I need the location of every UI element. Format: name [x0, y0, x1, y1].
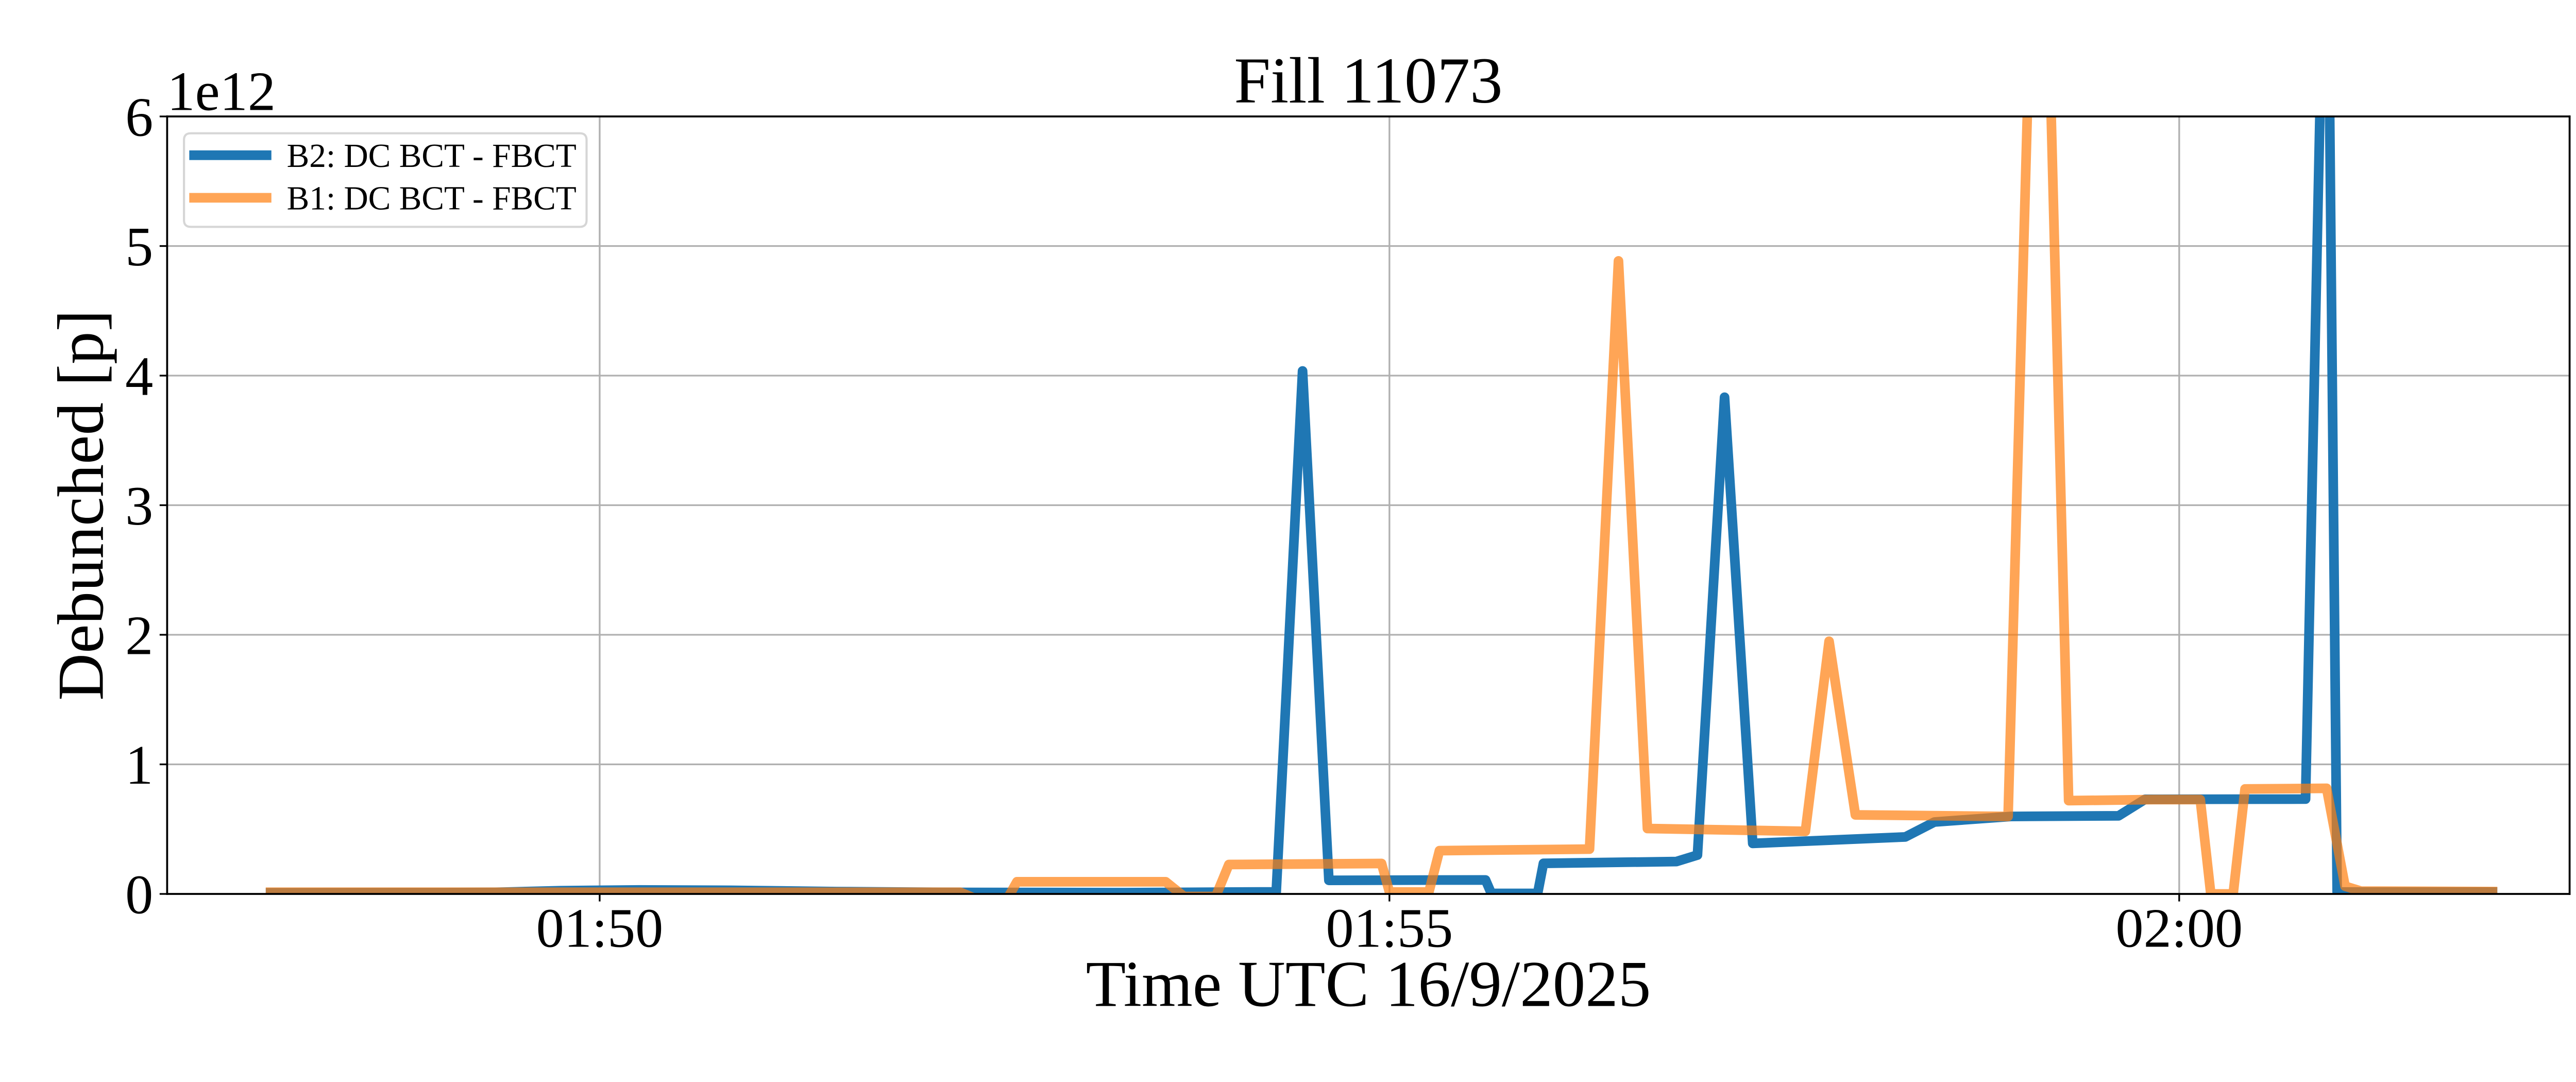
svg-text:Time UTC 16/9/2025: Time UTC 16/9/2025 — [1086, 949, 1651, 1021]
svg-text:6: 6 — [125, 87, 153, 148]
svg-text:4: 4 — [125, 346, 153, 408]
svg-text:0: 0 — [125, 864, 153, 926]
svg-text:Fill 11073: Fill 11073 — [1234, 45, 1502, 117]
svg-text:B1: DC BCT - FBCT: B1: DC BCT - FBCT — [287, 180, 577, 217]
svg-text:02:00: 02:00 — [2115, 897, 2243, 959]
svg-text:5: 5 — [125, 216, 153, 278]
svg-text:01:55: 01:55 — [1326, 897, 1453, 959]
svg-text:01:50: 01:50 — [536, 897, 664, 959]
svg-text:1e12: 1e12 — [167, 61, 276, 123]
svg-text:1: 1 — [125, 734, 153, 796]
svg-text:B2: DC BCT - FBCT: B2: DC BCT - FBCT — [287, 138, 577, 175]
svg-text:2: 2 — [125, 605, 153, 667]
svg-text:Debunched [p]: Debunched [p] — [45, 310, 117, 701]
svg-text:3: 3 — [125, 475, 153, 537]
